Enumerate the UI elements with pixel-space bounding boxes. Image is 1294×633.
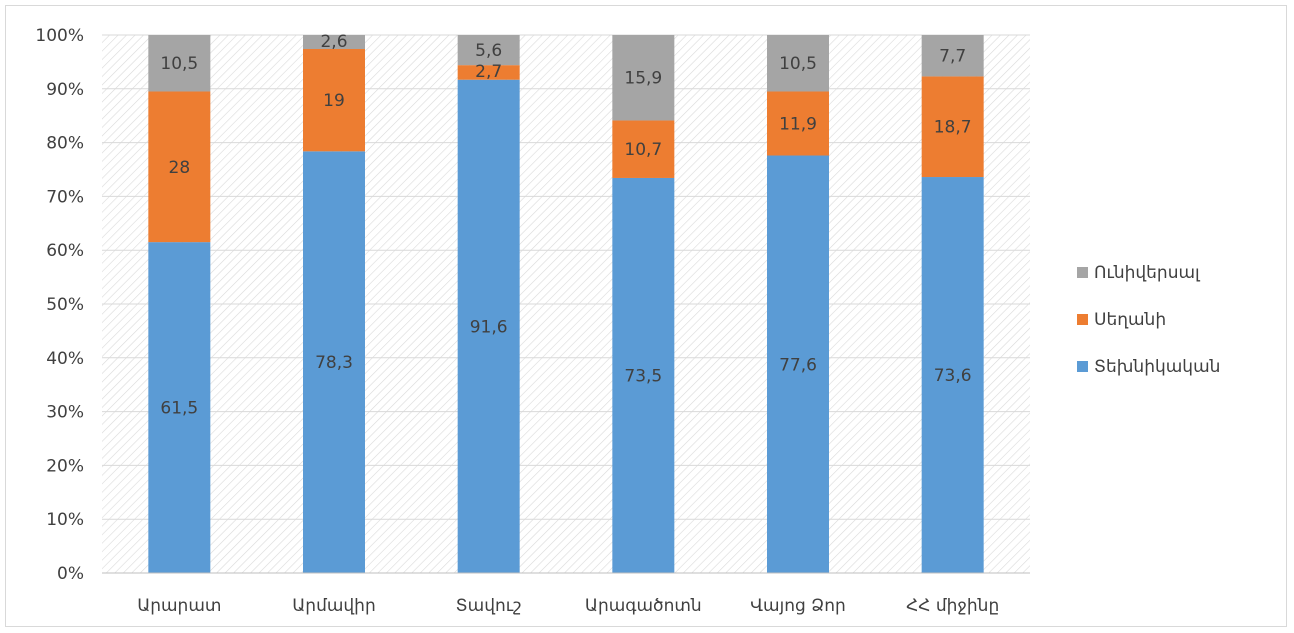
legend-label: Տեխնիկական [1094,357,1220,377]
y-tick-label: 60% [46,241,84,261]
x-tick-label: ՀՀ միջինը [906,596,999,616]
data-label: 5,6 [475,41,502,61]
data-label: 10,7 [624,140,662,160]
y-tick-label: 80% [46,134,84,154]
bar-segment [303,49,365,152]
bar-segment [767,91,829,156]
data-label: 2,6 [320,32,347,52]
data-label: 28 [169,158,191,178]
bar-segment [148,91,211,243]
data-label: 7,7 [939,47,966,67]
bar-segment [921,35,984,77]
bar-segment [767,35,829,92]
y-tick-label: 90% [46,80,84,100]
y-tick-label: 100% [35,26,84,46]
data-label: 18,7 [934,118,972,138]
bar-segment [612,35,675,121]
data-label: 11,9 [779,115,817,135]
y-tick-label: 40% [46,349,84,369]
x-tick-label: Վայոց Ձոր [750,596,846,616]
data-label: 19 [323,91,345,111]
bar-segment [148,242,211,573]
bar-segment [303,35,365,50]
bar-segment [921,76,984,178]
legend-label: Ունիվերսալ [1094,263,1201,283]
legend-swatch [1077,314,1088,325]
data-label: 15,9 [624,69,662,89]
bar-segment [612,177,675,574]
y-tick-label: 20% [46,456,84,476]
data-label: 91,6 [470,317,508,337]
bar-segment [767,155,829,573]
legend-swatch [1077,361,1088,372]
data-label: 78,3 [315,353,353,373]
bar-segment [457,35,520,66]
y-tick-label: 70% [46,187,84,207]
x-tick-label: Տավուշ [456,596,522,616]
x-tick-label: Արարատ [137,596,221,616]
legend-label: Սեղանի [1094,310,1166,330]
data-label: 10,5 [779,54,817,74]
y-tick-label: 0% [57,564,84,584]
data-label: 73,6 [934,366,972,386]
x-tick-label: Արագածոտն [585,596,702,616]
y-tick-label: 30% [46,403,84,423]
bar-segment [921,177,984,574]
bar-segment [303,151,365,573]
data-label: 10,5 [160,54,198,74]
legend-swatch [1077,267,1088,278]
y-tick-label: 50% [46,295,84,315]
bar-segment [457,65,520,80]
data-label: 73,5 [624,366,662,386]
bar-segment [457,79,520,573]
y-tick-label: 10% [46,510,84,530]
data-label: 2,7 [475,62,502,82]
data-label: 77,6 [779,355,817,375]
x-tick-label: Արմավիր [292,596,375,616]
bar-segment [148,35,211,92]
data-label: 61,5 [160,399,198,419]
bar-segment [612,120,675,178]
